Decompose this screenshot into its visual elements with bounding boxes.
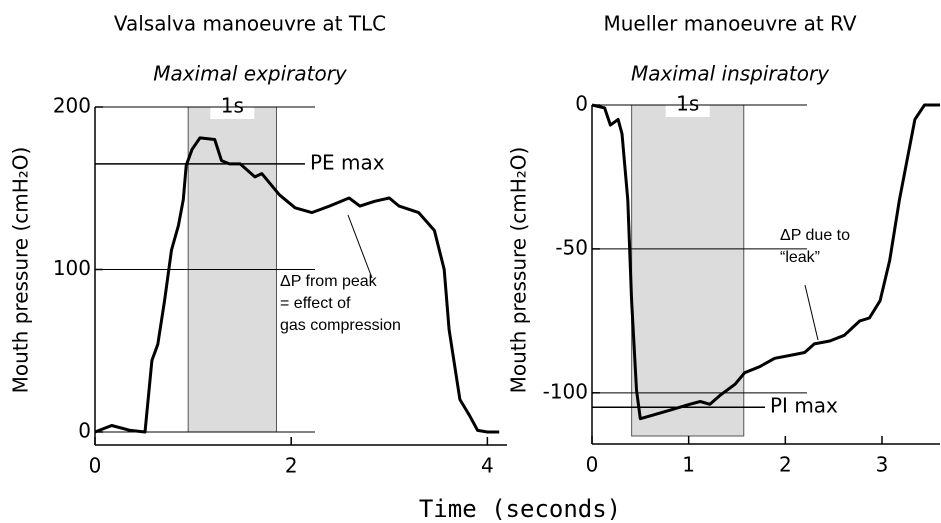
- annotation: ΔP due to: [780, 227, 850, 244]
- y-axis-label: Mouth pressure (cmH₂O): [9, 147, 33, 394]
- chart-subtitle: Maximal expiratory: [153, 62, 348, 86]
- x-tick-label: 3: [876, 453, 889, 477]
- x-tick-label: 1: [682, 453, 695, 477]
- annotation: ΔP from peak: [280, 273, 378, 290]
- highlight-band: [631, 104, 745, 437]
- y-axis-label: Mouth pressure (cmH₂O): [507, 147, 531, 394]
- line-series: [94, 136, 500, 434]
- chart-title: Mueller manoeuvre at RV: [603, 12, 856, 36]
- annotation-leader: [804, 284, 819, 341]
- x-tick-label: 0: [586, 453, 599, 477]
- chart-subtitle: Maximal inspiratory: [631, 62, 830, 86]
- chart-title: Valsalva manoeuvre at TLC: [114, 12, 386, 36]
- x-tick-label: 2: [779, 453, 792, 477]
- y-tick-label: -50: [555, 235, 588, 259]
- y-tick-label: 100: [53, 256, 91, 280]
- annotation: “leak”: [780, 249, 820, 266]
- x-axis-label: Time (seconds): [419, 495, 621, 523]
- reference-label: PI max: [770, 394, 838, 418]
- highlight-label: 1s: [221, 94, 244, 118]
- x-tick-label: 4: [481, 454, 494, 478]
- x-tick-label: 2: [285, 454, 298, 478]
- y-tick-label: -100: [543, 379, 588, 403]
- annotation: gas compression: [280, 317, 401, 334]
- y-tick-label: 0: [78, 419, 91, 443]
- annotation: = effect of: [280, 295, 351, 312]
- y-tick-label: 200: [53, 94, 91, 118]
- y-tick-label: 0: [575, 92, 588, 116]
- line-series: [591, 103, 940, 421]
- reference-label: PE max: [310, 150, 385, 174]
- annotation-leader: [347, 214, 373, 279]
- highlight-label: 1s: [676, 92, 699, 116]
- x-tick-label: 0: [89, 454, 102, 478]
